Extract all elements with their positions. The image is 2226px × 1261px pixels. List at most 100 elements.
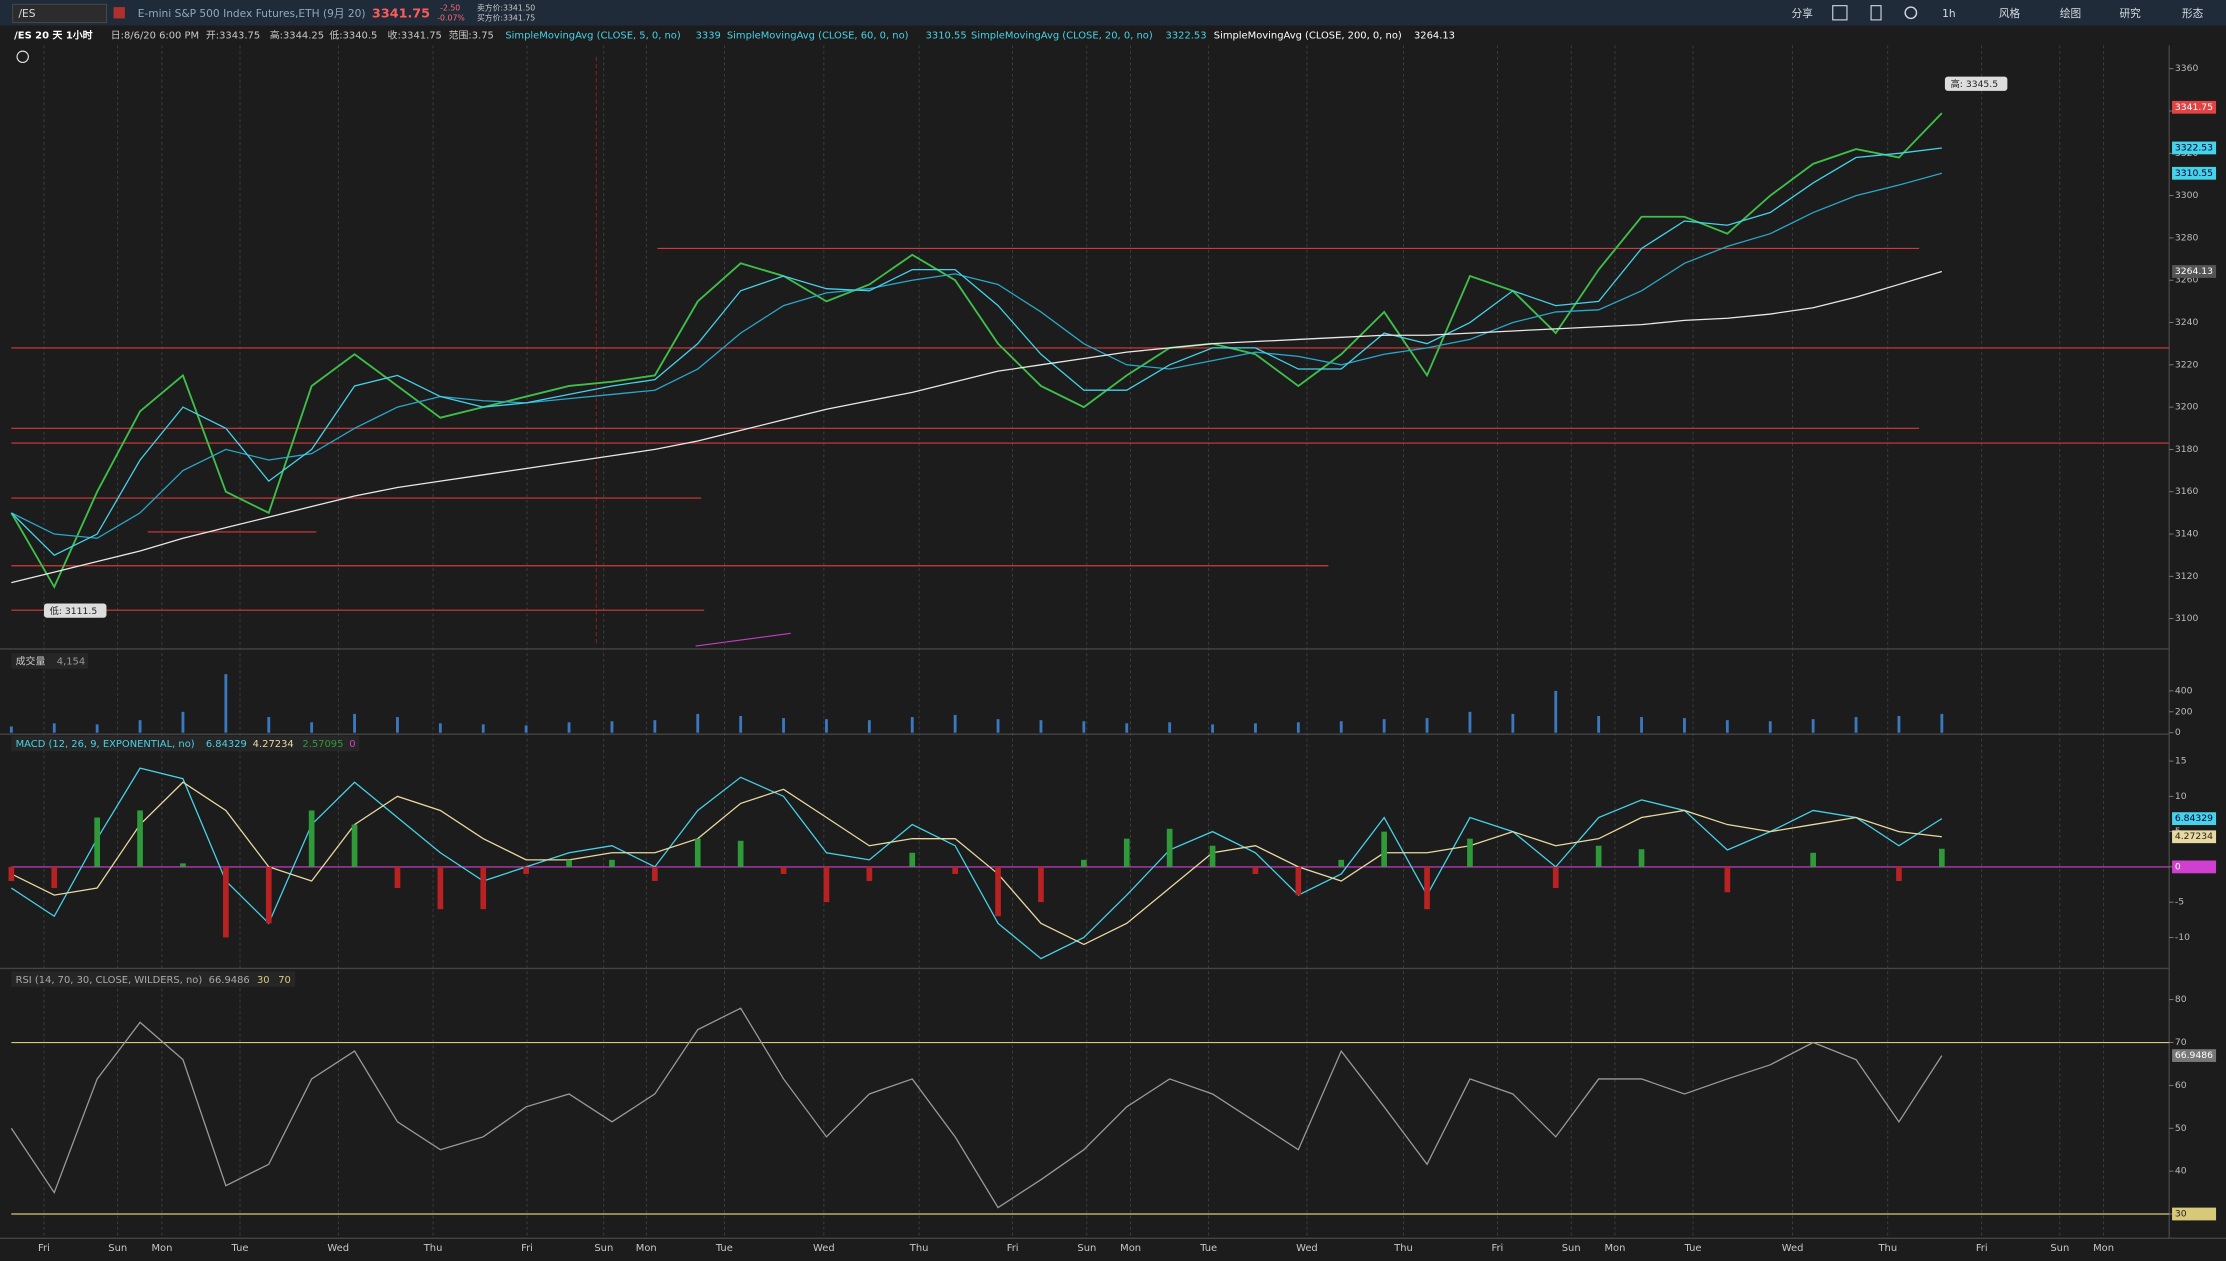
last-price: 3341.75	[372, 7, 430, 22]
draw-button[interactable]: 绘图	[2060, 7, 2081, 20]
x-tick-label: Wed	[1782, 1243, 1804, 1254]
volume-bar	[1425, 718, 1429, 733]
price-tag-label: 6.84329	[2175, 813, 2213, 824]
series-line	[10, 147, 1942, 556]
price-tag	[2172, 1207, 2217, 1221]
timeframe-button[interactable]: 1h	[1942, 7, 1955, 20]
y-tick-label: 0	[2175, 727, 2181, 738]
volume-bar	[1768, 721, 1772, 733]
bid: 卖方价:3341.50	[477, 3, 535, 13]
study-name[interactable]: SimpleMovingAvg (CLOSE, 20, 0, no)	[971, 31, 1153, 42]
x-tick-label: Fri	[38, 1243, 50, 1254]
share-button[interactable]: 分享	[1792, 7, 1814, 20]
y-tick-label: 3120	[2175, 571, 2199, 582]
volume-bar	[9, 726, 13, 733]
series-line	[11, 767, 1943, 960]
price-tag-label: 3322.53	[2175, 142, 2213, 153]
y-tick-label: 3160	[2175, 486, 2199, 497]
histogram-bar	[308, 810, 315, 867]
x-tick-label: Thu	[909, 1243, 929, 1254]
symbol-box[interactable]	[12, 3, 107, 24]
volume-bar	[481, 724, 485, 733]
price-tag	[2172, 860, 2217, 874]
volume-bar	[1082, 721, 1086, 733]
volume-bar	[224, 674, 228, 733]
histogram-bar	[995, 866, 1001, 917]
drawing	[695, 632, 791, 647]
y-tick-label: 40	[2175, 1166, 2187, 1177]
histogram-bar	[1081, 859, 1087, 867]
alert-icon[interactable]	[16, 50, 29, 64]
histogram-bar	[351, 824, 358, 867]
high-marker-label: 高: 3345.5	[1951, 78, 1999, 90]
volume-bar	[1125, 723, 1129, 733]
price-tag-label: 0	[2175, 861, 2181, 872]
y-tick-label: 50	[2175, 1123, 2187, 1134]
volume-bar	[1296, 722, 1300, 733]
series-line	[11, 172, 1943, 539]
series-line	[10, 1007, 1943, 1209]
x-tick-label: Tue	[1199, 1243, 1217, 1254]
x-tick-label: Wed	[1296, 1243, 1318, 1254]
price-tag-label: 66.9486	[2175, 1050, 2213, 1061]
x-tick-label: Mon	[2093, 1243, 2114, 1254]
x-tick-label: Wed	[813, 1243, 835, 1254]
price-tag-label: 4.27234	[2175, 831, 2213, 842]
y-tick-label: 3140	[2175, 529, 2199, 540]
volume-bar	[825, 719, 828, 733]
panel-value: 2.57095	[302, 739, 343, 750]
style-button[interactable]: 风格	[1999, 7, 2021, 20]
price-tag	[2172, 265, 2217, 278]
x-tick-label: Fri	[1491, 1243, 1503, 1254]
histogram-bar	[652, 866, 658, 881]
y-tick-label: 3220	[2175, 359, 2199, 370]
bar-open: 开:3343.75	[206, 31, 260, 42]
histogram-bar	[523, 866, 529, 874]
study-name[interactable]: SimpleMovingAvg (CLOSE, 5, 0, no)	[505, 31, 680, 42]
x-tick-label: Mon	[1120, 1243, 1141, 1254]
histogram-bar	[1166, 828, 1173, 867]
volume-bar	[996, 719, 1000, 733]
y-tick-label: 3280	[2175, 232, 2199, 243]
histogram-bar	[694, 838, 701, 867]
volume-bar	[867, 720, 871, 733]
panel-value: 4,154	[57, 657, 85, 668]
histogram-bar	[1638, 849, 1645, 867]
panel-value: 4.27234	[253, 739, 294, 750]
x-tick-label: Fri	[1976, 1243, 1988, 1254]
price-tag	[2172, 141, 2217, 155]
high-marker	[1944, 76, 2008, 91]
study-name[interactable]: SimpleMovingAvg (CLOSE, 200, 0, no)	[1214, 31, 1402, 42]
bar-high: 高:3344.25	[270, 29, 324, 42]
volume-bar	[95, 724, 99, 733]
volume-bar	[52, 723, 56, 733]
y-tick-label: 3180	[2175, 444, 2199, 455]
change: -2.50	[440, 4, 460, 13]
histogram-bar	[137, 810, 143, 867]
study-value: 3264.13	[1414, 31, 1455, 42]
volume-bar	[910, 717, 914, 733]
histogram-bar	[1123, 838, 1130, 867]
y-tick-label: 70	[2175, 1037, 2187, 1048]
volume-bar	[1897, 716, 1901, 733]
icon-button[interactable]	[1832, 5, 1848, 21]
symbol[interactable]: /ES	[18, 7, 35, 20]
y-tick-label: 3100	[2175, 613, 2199, 624]
y-tick-label: 200	[2175, 706, 2193, 717]
volume-bar	[1339, 721, 1343, 733]
study-name[interactable]: SimpleMovingAvg (CLOSE, 60, 0, no)	[727, 31, 909, 42]
low-marker	[44, 603, 107, 618]
link-icon[interactable]	[113, 7, 125, 19]
study-value: 3322.53	[1166, 31, 1207, 42]
plot-area: Fri Sun Mon Tue Wed Thu Fri Sun Mon Tue Wed Thu Fri S…	[8, 45, 2217, 1254]
x-tick-label: Sun	[2050, 1243, 2069, 1254]
y-tick-label: 400	[2175, 685, 2193, 696]
patterns-button[interactable]: 形态	[2182, 7, 2204, 20]
x-tick-label: Fri	[521, 1243, 533, 1254]
settings-button[interactable]	[1904, 6, 1918, 20]
volume-bar	[953, 714, 957, 733]
icon-button[interactable]	[1870, 5, 1882, 21]
studies-button[interactable]: 研究	[2120, 7, 2142, 20]
panel-label-bg	[11, 735, 360, 752]
